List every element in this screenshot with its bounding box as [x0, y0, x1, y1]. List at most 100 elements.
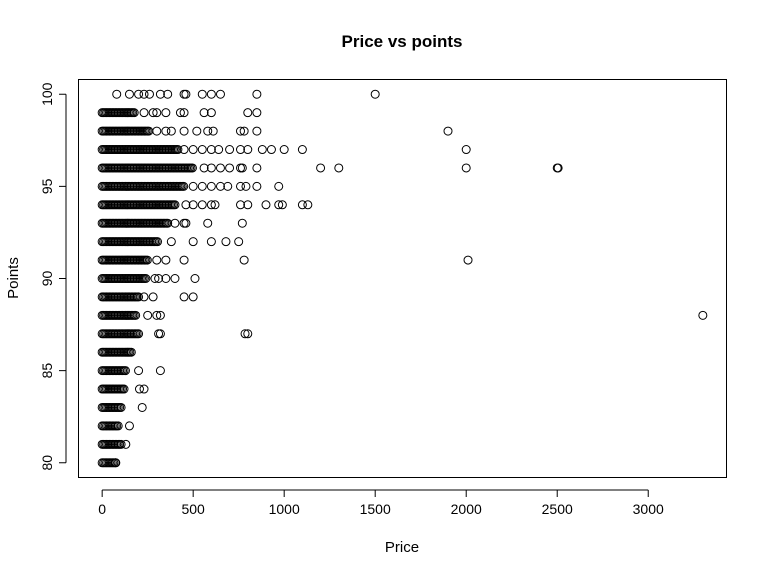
data-point	[297, 200, 307, 210]
data-point	[116, 439, 126, 449]
data-point	[124, 421, 134, 431]
data-point	[181, 218, 191, 228]
data-point	[126, 347, 136, 357]
data-point	[206, 181, 216, 191]
data-point	[203, 126, 213, 136]
data-point	[111, 458, 121, 468]
data-point	[139, 89, 149, 99]
data-point	[166, 237, 176, 247]
data-point	[139, 292, 149, 302]
data-point	[139, 384, 149, 394]
y-tick-label: 80	[39, 455, 55, 471]
data-point	[210, 200, 220, 210]
data-point	[206, 163, 216, 173]
data-point	[236, 126, 245, 136]
data-point	[297, 145, 307, 155]
data-point	[179, 218, 189, 228]
data-point	[197, 89, 207, 99]
data-point	[461, 163, 471, 173]
data-point	[203, 218, 213, 228]
x-tick-label: 2500	[542, 501, 573, 517]
data-point	[190, 274, 200, 283]
data-point	[463, 255, 473, 265]
data-point	[144, 89, 154, 99]
data-point	[199, 163, 209, 173]
data-point	[243, 145, 253, 155]
data-point	[124, 89, 134, 99]
data-point	[206, 89, 216, 99]
data-point	[197, 181, 207, 191]
data-point	[240, 329, 250, 339]
data-point	[236, 200, 245, 210]
data-point	[461, 145, 471, 155]
data-point	[121, 439, 131, 449]
data-point	[206, 145, 216, 155]
data-point	[179, 89, 189, 99]
data-point	[236, 145, 245, 155]
data-point	[208, 126, 218, 136]
data-point	[116, 402, 126, 412]
data-point	[163, 218, 173, 228]
data-point	[188, 145, 198, 155]
data-point	[181, 200, 191, 210]
data-point	[170, 200, 180, 210]
data-point	[243, 200, 253, 210]
data-point	[179, 292, 189, 302]
data-point	[239, 255, 249, 265]
data-point	[134, 329, 144, 339]
data-point	[134, 384, 144, 394]
chart-title: Price vs points	[342, 32, 463, 51]
data-point	[188, 237, 198, 247]
x-tick-label: 500	[181, 501, 205, 517]
data-point	[252, 89, 262, 99]
data-point	[161, 274, 171, 283]
data-point	[252, 163, 262, 173]
data-point	[134, 292, 144, 302]
x-axis-label: Price	[385, 539, 419, 556]
data-point	[279, 145, 289, 155]
data-point	[206, 237, 216, 247]
data-point	[155, 329, 165, 339]
data-point	[274, 181, 284, 191]
data-point	[234, 237, 244, 247]
data-point	[179, 255, 189, 265]
data-point	[257, 145, 267, 155]
data-point	[223, 181, 233, 191]
data-point	[316, 163, 326, 173]
data-point	[206, 108, 216, 118]
data-point	[161, 108, 171, 118]
data-point	[143, 310, 153, 320]
data-point	[237, 218, 247, 228]
data-point	[215, 163, 225, 173]
x-tick-label: 3000	[633, 501, 664, 517]
data-point	[131, 310, 141, 320]
data-point	[252, 126, 262, 136]
data-point	[236, 181, 245, 191]
data-point	[170, 218, 180, 228]
x-tick-label: 1000	[269, 501, 300, 517]
data-point	[239, 126, 249, 136]
plot-area-frame	[78, 79, 727, 478]
data-point	[112, 89, 122, 99]
x-tick-label: 1500	[360, 501, 391, 517]
y-axis: 80 85 90 95 100	[39, 82, 67, 471]
data-point	[120, 366, 130, 376]
data-point	[274, 200, 284, 210]
data-point	[243, 329, 253, 339]
data-point	[119, 384, 129, 394]
data-point	[252, 181, 262, 191]
data-point	[334, 163, 344, 173]
data-point	[161, 126, 171, 136]
data-point	[152, 237, 162, 247]
data-point	[698, 310, 708, 320]
data-point	[179, 108, 189, 118]
data-point	[236, 163, 245, 173]
data-point	[181, 89, 191, 99]
x-tick-label: 2000	[451, 501, 482, 517]
data-point	[215, 181, 225, 191]
data-point	[241, 181, 251, 191]
data-point	[152, 108, 162, 118]
data-point	[154, 329, 164, 339]
data-point	[134, 366, 144, 376]
